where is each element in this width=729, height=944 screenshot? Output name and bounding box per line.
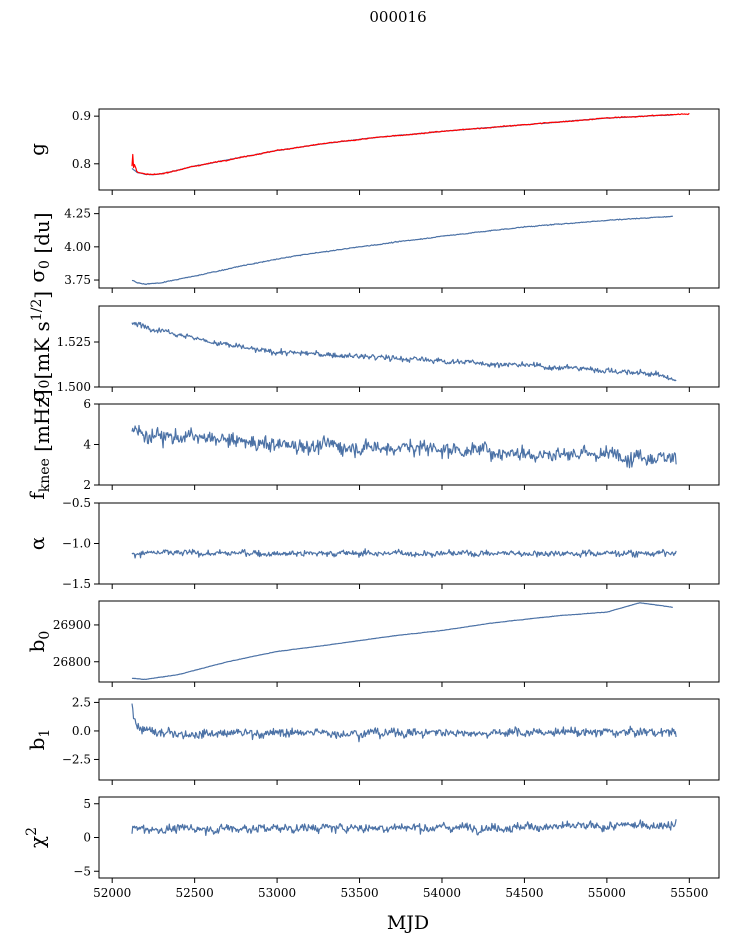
y-tick-label-sigma0-mk: 1.525 [57,335,91,349]
y-tick-label-chi2: 0 [83,831,91,845]
y-axis-label-b1: b1 [25,729,53,751]
series-line-sigma0-du-0 [131,215,673,286]
y-label-main: σ [25,269,49,283]
y-axis-label-sigma0-du: σ0 [du] [25,212,54,282]
y-tick-label-g: 0.9 [72,109,91,123]
series-line-b1-0 [131,703,677,743]
y-label-superscript: 1/2 [29,299,45,322]
y-tick-label-b0: 26900 [53,618,91,632]
y-tick-label-fknee: 4 [83,438,91,452]
panel-chi2: −5 0 5 52000 52500 53000 53500 54000 54500 55000 5… [24,796,720,900]
y-label-main: f [25,491,49,500]
y-label-main: χ [25,836,49,848]
y-axis-label-g: g [25,143,49,156]
y-tick-label-b1: 0.0 [72,724,91,738]
y-tick-label-alpha: −1.5 [62,577,91,591]
y-axis-label-sigma0-mk: σ0[mK s1/2] [25,291,54,402]
panel-frame-sigma0-mk [98,305,720,388]
y-axis-label-chi2: χ2 [24,827,49,848]
y-label-main: b [25,738,49,751]
y-label-subscript: knee [37,458,53,492]
y-tick-label-chi2: −5 [73,864,91,878]
y-label-suffix: [du] [30,212,54,260]
y-tick-label-g: 0.8 [72,157,91,171]
y-tick-label-fknee: 6 [83,397,91,411]
x-tick-label: 53500 [340,886,378,900]
x-tick-label: 52500 [176,886,214,900]
y-label-subscript: 0 [37,380,53,389]
series-line-sigma0-mk-0 [131,321,677,382]
y-label-subscript: 0 [37,260,53,269]
x-tick-label: 53000 [258,886,296,900]
panel-sigma0-du: 3.75 4.00 4.25 σ0 [du] [25,206,720,293]
y-label-main: g [25,143,49,156]
panel-fknee: 2 4 6 fknee [mHz] [25,389,720,500]
panel-frame-b0 [98,600,720,683]
y-tick-label-b1: 2.5 [72,695,91,709]
y-tick-label-b0: 26800 [53,655,91,669]
y-tick-label-sigma0-mk: 1.500 [57,380,91,394]
series-line-g-0 [131,114,674,176]
panel-frame-g [98,108,720,191]
y-axis-label-alpha: α [25,537,49,551]
x-axis-label: MJD [387,912,429,934]
y-label-main: α [25,537,49,551]
x-tick-label: 55000 [588,886,626,900]
y-label-superscript: 2 [24,827,40,836]
panel-alpha: −1.5 −1.0 −0.5 α [25,496,720,591]
y-tick-label-alpha: −1.0 [62,537,91,551]
x-tick-label: 54000 [423,886,461,900]
y-tick-label-chi2: 5 [83,797,91,811]
panel-frame-chi2 [98,796,720,879]
y-tick-label-fknee: 2 [83,478,91,492]
y-label-main: σ [25,388,49,402]
series-line-chi2-0 [131,819,677,837]
panel-frame-b1 [98,698,720,781]
panel-frame-sigma0-du [98,206,720,289]
panel-frame-alpha [98,502,720,585]
x-tick-label: 54500 [505,886,543,900]
series-line-g-1 [131,112,690,176]
y-label-end: ] [30,291,54,299]
y-axis-label-b0: b0 [25,631,53,653]
panel-b1: −2.5 0.0 2.5 b1 [25,695,720,785]
y-tick-label-alpha: −0.5 [62,496,91,510]
y-label-subscript: 1 [37,729,53,738]
figure-title: 000016 [369,8,426,26]
y-tick-label-sigma0-du: 4.25 [64,207,91,221]
series-line-fknee-0 [131,424,677,469]
x-tick-label: 52000 [93,886,131,900]
y-label-subscript: 0 [37,631,53,640]
y-tick-label-sigma0-du: 4.00 [64,240,91,254]
panel-frame-fknee [98,403,720,486]
y-label-main: b [25,640,49,653]
y-axis-label-fknee: fknee [mHz] [25,389,54,499]
y-tick-label-b1: −2.5 [62,752,91,766]
y-label-suffix: [mHz] [30,389,54,458]
y-label-suffix: [mK s [30,321,54,379]
y-tick-label-sigma0-du: 3.75 [64,273,91,287]
series-line-b0-0 [131,602,673,681]
x-tick-label: 55500 [670,886,708,900]
series-line-alpha-0 [131,548,677,559]
panel-g: 0.8 0.9 g [25,108,720,195]
